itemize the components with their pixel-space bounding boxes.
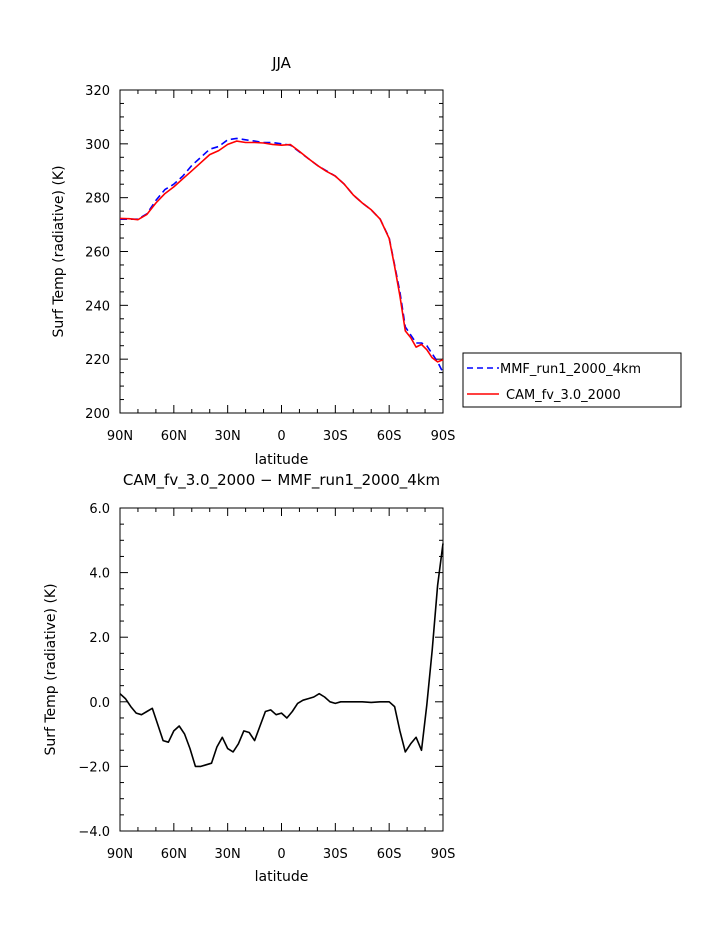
top-x-tick-label: 30N (215, 429, 241, 444)
top-x-tick-label: 30S (323, 429, 348, 444)
top-y-tick-label: 300 (85, 138, 110, 153)
bottom-y-axis-label: Surf Temp (radiative) (K) (43, 583, 59, 755)
bottom-x-tick-label: 30N (215, 847, 241, 862)
bottom-y-tick-label: −4.0 (78, 825, 110, 840)
top-x-tick-label: 60S (377, 429, 402, 444)
top-chart-title: JJA (271, 54, 292, 72)
top-x-tick-label: 90S (431, 429, 456, 444)
bottom-x-tick-label: 60N (161, 847, 187, 862)
top-ticks: 90N 60N 30N 0 30S 60S 90S 200 220 240 260 280 300 320 (85, 84, 455, 444)
top-y-tick-label: 280 (85, 192, 110, 207)
bottom-y-tick-label: 2.0 (89, 631, 110, 646)
top-y-tick-label: 240 (85, 299, 110, 314)
bottom-y-tick-label: 4.0 (89, 567, 110, 582)
bottom-y-tick-label: 6.0 (89, 502, 110, 517)
bottom-x-tick-label: 0 (277, 847, 285, 862)
top-x-tick-label: 60N (161, 429, 187, 444)
legend-label-cam: CAM_fv_3.0_2000 (506, 388, 621, 403)
legend-label-mmf: MMF_run1_2000_4km (500, 362, 641, 377)
top-y-axis-label: Surf Temp (radiative) (K) (51, 165, 67, 337)
bottom-y-tick-label: 0.0 (89, 696, 110, 711)
bottom-ticks: 90N 60N 30N 0 30S 60S 90S −4.0 −2.0 0.0 2.0 4.0 6.0 (78, 502, 455, 862)
bottom-series (119, 543, 444, 768)
bottom-panel: 90N 60N 30N 0 30S 60S 90S−4.0−2.00.02.04.06.0 … (43, 471, 455, 885)
top-y-tick-label: 320 (85, 84, 110, 99)
bottom-x-axis-label: latitude (255, 869, 309, 885)
top-x-axis-label: latitude (255, 452, 309, 468)
top-y-tick-label: 220 (85, 353, 110, 368)
top-series (119, 137, 444, 373)
top-x-tick-label: 90N (107, 429, 133, 444)
legend-box (462, 352, 682, 408)
top-series-line-cam-fv-3-0-2000 (119, 140, 444, 363)
top-panel: 90N 60N 30N 0 30S 60S 90S 200 220 240 260 280 300 320… (51, 54, 455, 468)
bottom-chart-title: CAM_fv_3.0_2000 − MMF_run1_2000_4km (123, 471, 440, 490)
bottom-series-line-difference (119, 543, 444, 768)
top-y-tick-label: 260 (85, 246, 110, 261)
bottom-y-tick-label: −2.0 (78, 760, 110, 775)
top-y-tick-label: 200 (85, 407, 110, 422)
legend: MMF_run1_2000_4km CAM_fv_3.0_2000 (462, 352, 682, 408)
bottom-x-tick-label: 90N (107, 847, 133, 862)
top-x-tick-label: 0 (277, 429, 285, 444)
bottom-x-tick-label: 90S (431, 847, 456, 862)
bottom-x-tick-label: 60S (377, 847, 402, 862)
bottom-x-tick-label: 30S (323, 847, 348, 862)
